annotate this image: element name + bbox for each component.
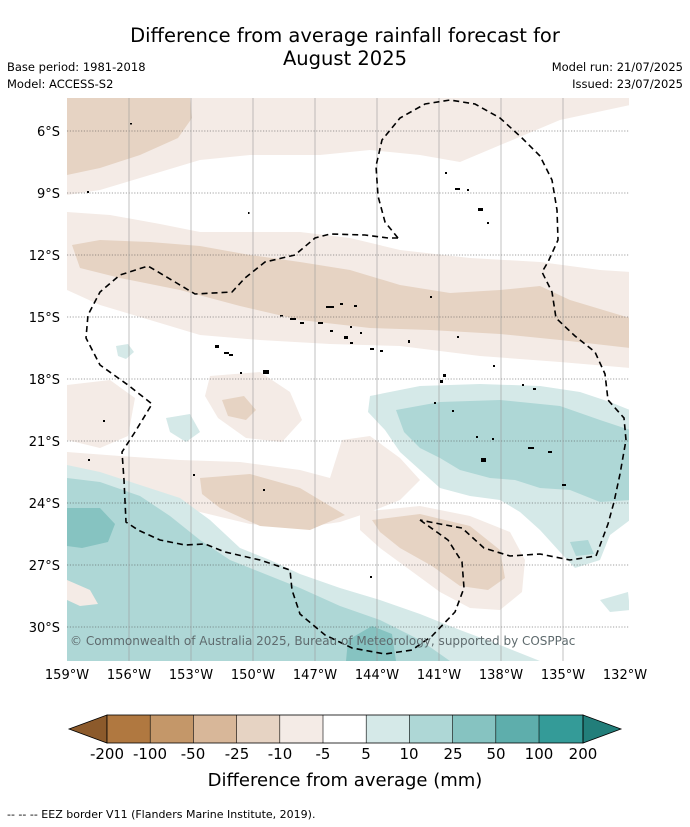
model-run: Model run: 21/07/2025 — [551, 60, 683, 74]
colorbar-label: -100 — [132, 745, 168, 763]
colorbar-bin — [409, 715, 453, 743]
colorbar-title: Difference from average (mm) — [207, 770, 483, 791]
colorbar-extend-low — [67, 714, 108, 744]
colorbar-bin — [323, 715, 367, 743]
title-line-2: August 2025 — [282, 47, 408, 70]
lat-label: 24°S — [29, 497, 60, 512]
colorbar-label: 100 — [524, 745, 554, 763]
title-line-1: Difference from average rainfall forecas… — [130, 24, 560, 47]
eez-border-central — [85, 233, 465, 655]
dry-core-20s — [222, 396, 256, 420]
colorbar-label: 200 — [568, 745, 598, 763]
dry-band-north — [67, 98, 629, 195]
colorbar-label: -10 — [267, 745, 293, 763]
colorbar-bin — [279, 715, 323, 743]
lon-label: 150°W — [231, 668, 275, 683]
colorbar-bin — [366, 715, 410, 743]
colorbar-bin — [452, 715, 496, 743]
eez-border-east — [375, 99, 627, 561]
wet-core-south — [67, 478, 450, 661]
lat-label: 30°S — [29, 621, 60, 636]
dry-patch-20s — [205, 372, 302, 442]
wet-strong-southwest — [67, 508, 115, 548]
wet-patch-southeast — [600, 592, 629, 612]
colorbar-label: 5 — [361, 745, 371, 763]
colorbar-label: 10 — [399, 745, 419, 763]
lon-label: 135°W — [541, 668, 585, 683]
lon-label: 132°W — [603, 668, 647, 683]
colorbar — [67, 714, 623, 744]
colorbar-extend-high — [582, 714, 623, 744]
colorbar-label: -5 — [315, 745, 331, 763]
lat-label: 21°S — [29, 435, 60, 450]
wet-strong-south — [346, 626, 396, 661]
lat-label: 9°S — [37, 187, 60, 202]
wet-spot-26s — [570, 540, 594, 556]
wet-spot-17s — [116, 344, 134, 359]
eez-borders — [85, 99, 627, 655]
wet-core-east — [396, 400, 629, 502]
lat-label: 12°S — [29, 249, 60, 264]
map-area — [67, 98, 629, 661]
lon-label: 153°W — [169, 668, 213, 683]
colorbar-bin — [193, 715, 237, 743]
model-name: Model: ACCESS-S2 — [7, 77, 114, 91]
lon-label: 159°W — [45, 668, 89, 683]
lon-gridlines — [128, 98, 564, 661]
meta-left: Base period: 1981-2018 Model: ACCESS-S2 — [7, 59, 146, 93]
lat-gridlines — [67, 130, 629, 628]
dry-patch-west — [67, 380, 135, 448]
map-title: Difference from average rainfall forecas… — [0, 24, 690, 70]
wet-spot-21s — [166, 414, 200, 442]
lat-label: 15°S — [29, 311, 60, 326]
dry-core-southeast — [372, 514, 505, 590]
dry-patch-southwest — [67, 580, 98, 606]
meta-right: Model run: 21/07/2025 Issued: 23/07/2025 — [552, 59, 683, 93]
colorbar-label: -200 — [89, 745, 125, 763]
dry-core-southcentral — [200, 474, 345, 530]
colorbar-bin — [495, 715, 539, 743]
eez-footnote: -- -- -- EEZ border V11 (Flanders Marine… — [7, 808, 316, 821]
colorbar-bin — [236, 715, 280, 743]
issued-date: Issued: 23/07/2025 — [572, 77, 683, 91]
colorbar-label: 25 — [443, 745, 463, 763]
lon-axis: 159°W 156°W 153°W 150°W 147°W 144°W 141°… — [45, 668, 647, 683]
colorbar-label: -50 — [180, 745, 206, 763]
copyright-notice: © Commonwealth of Australia 2025, Bureau… — [70, 634, 576, 648]
colorbar-labels: -200 -100 -50 -25 -10 -5 5 10 25 50 100 … — [0, 745, 690, 765]
lat-label: 18°S — [29, 373, 60, 388]
lat-axis: 6°S 9°S 12°S 15°S 18°S 21°S 24°S 27°S 30… — [29, 125, 60, 636]
lon-label: 144°W — [355, 668, 399, 683]
lon-label: 147°W — [293, 668, 337, 683]
colorbar-bin — [107, 715, 151, 743]
colorbar-label: -25 — [224, 745, 250, 763]
lat-label: 6°S — [37, 125, 60, 140]
colorbar-bin — [539, 715, 583, 743]
base-period: Base period: 1981-2018 — [7, 60, 146, 74]
colorbar-label: 50 — [486, 745, 506, 763]
lat-label: 27°S — [29, 559, 60, 574]
colorbar-bin — [150, 715, 194, 743]
dry-core-northwest — [67, 98, 192, 175]
dry-core-central — [72, 240, 629, 348]
lon-label: 156°W — [107, 668, 151, 683]
island-markers — [87, 123, 566, 578]
lon-label: 138°W — [479, 668, 523, 683]
lon-label: 141°W — [417, 668, 461, 683]
